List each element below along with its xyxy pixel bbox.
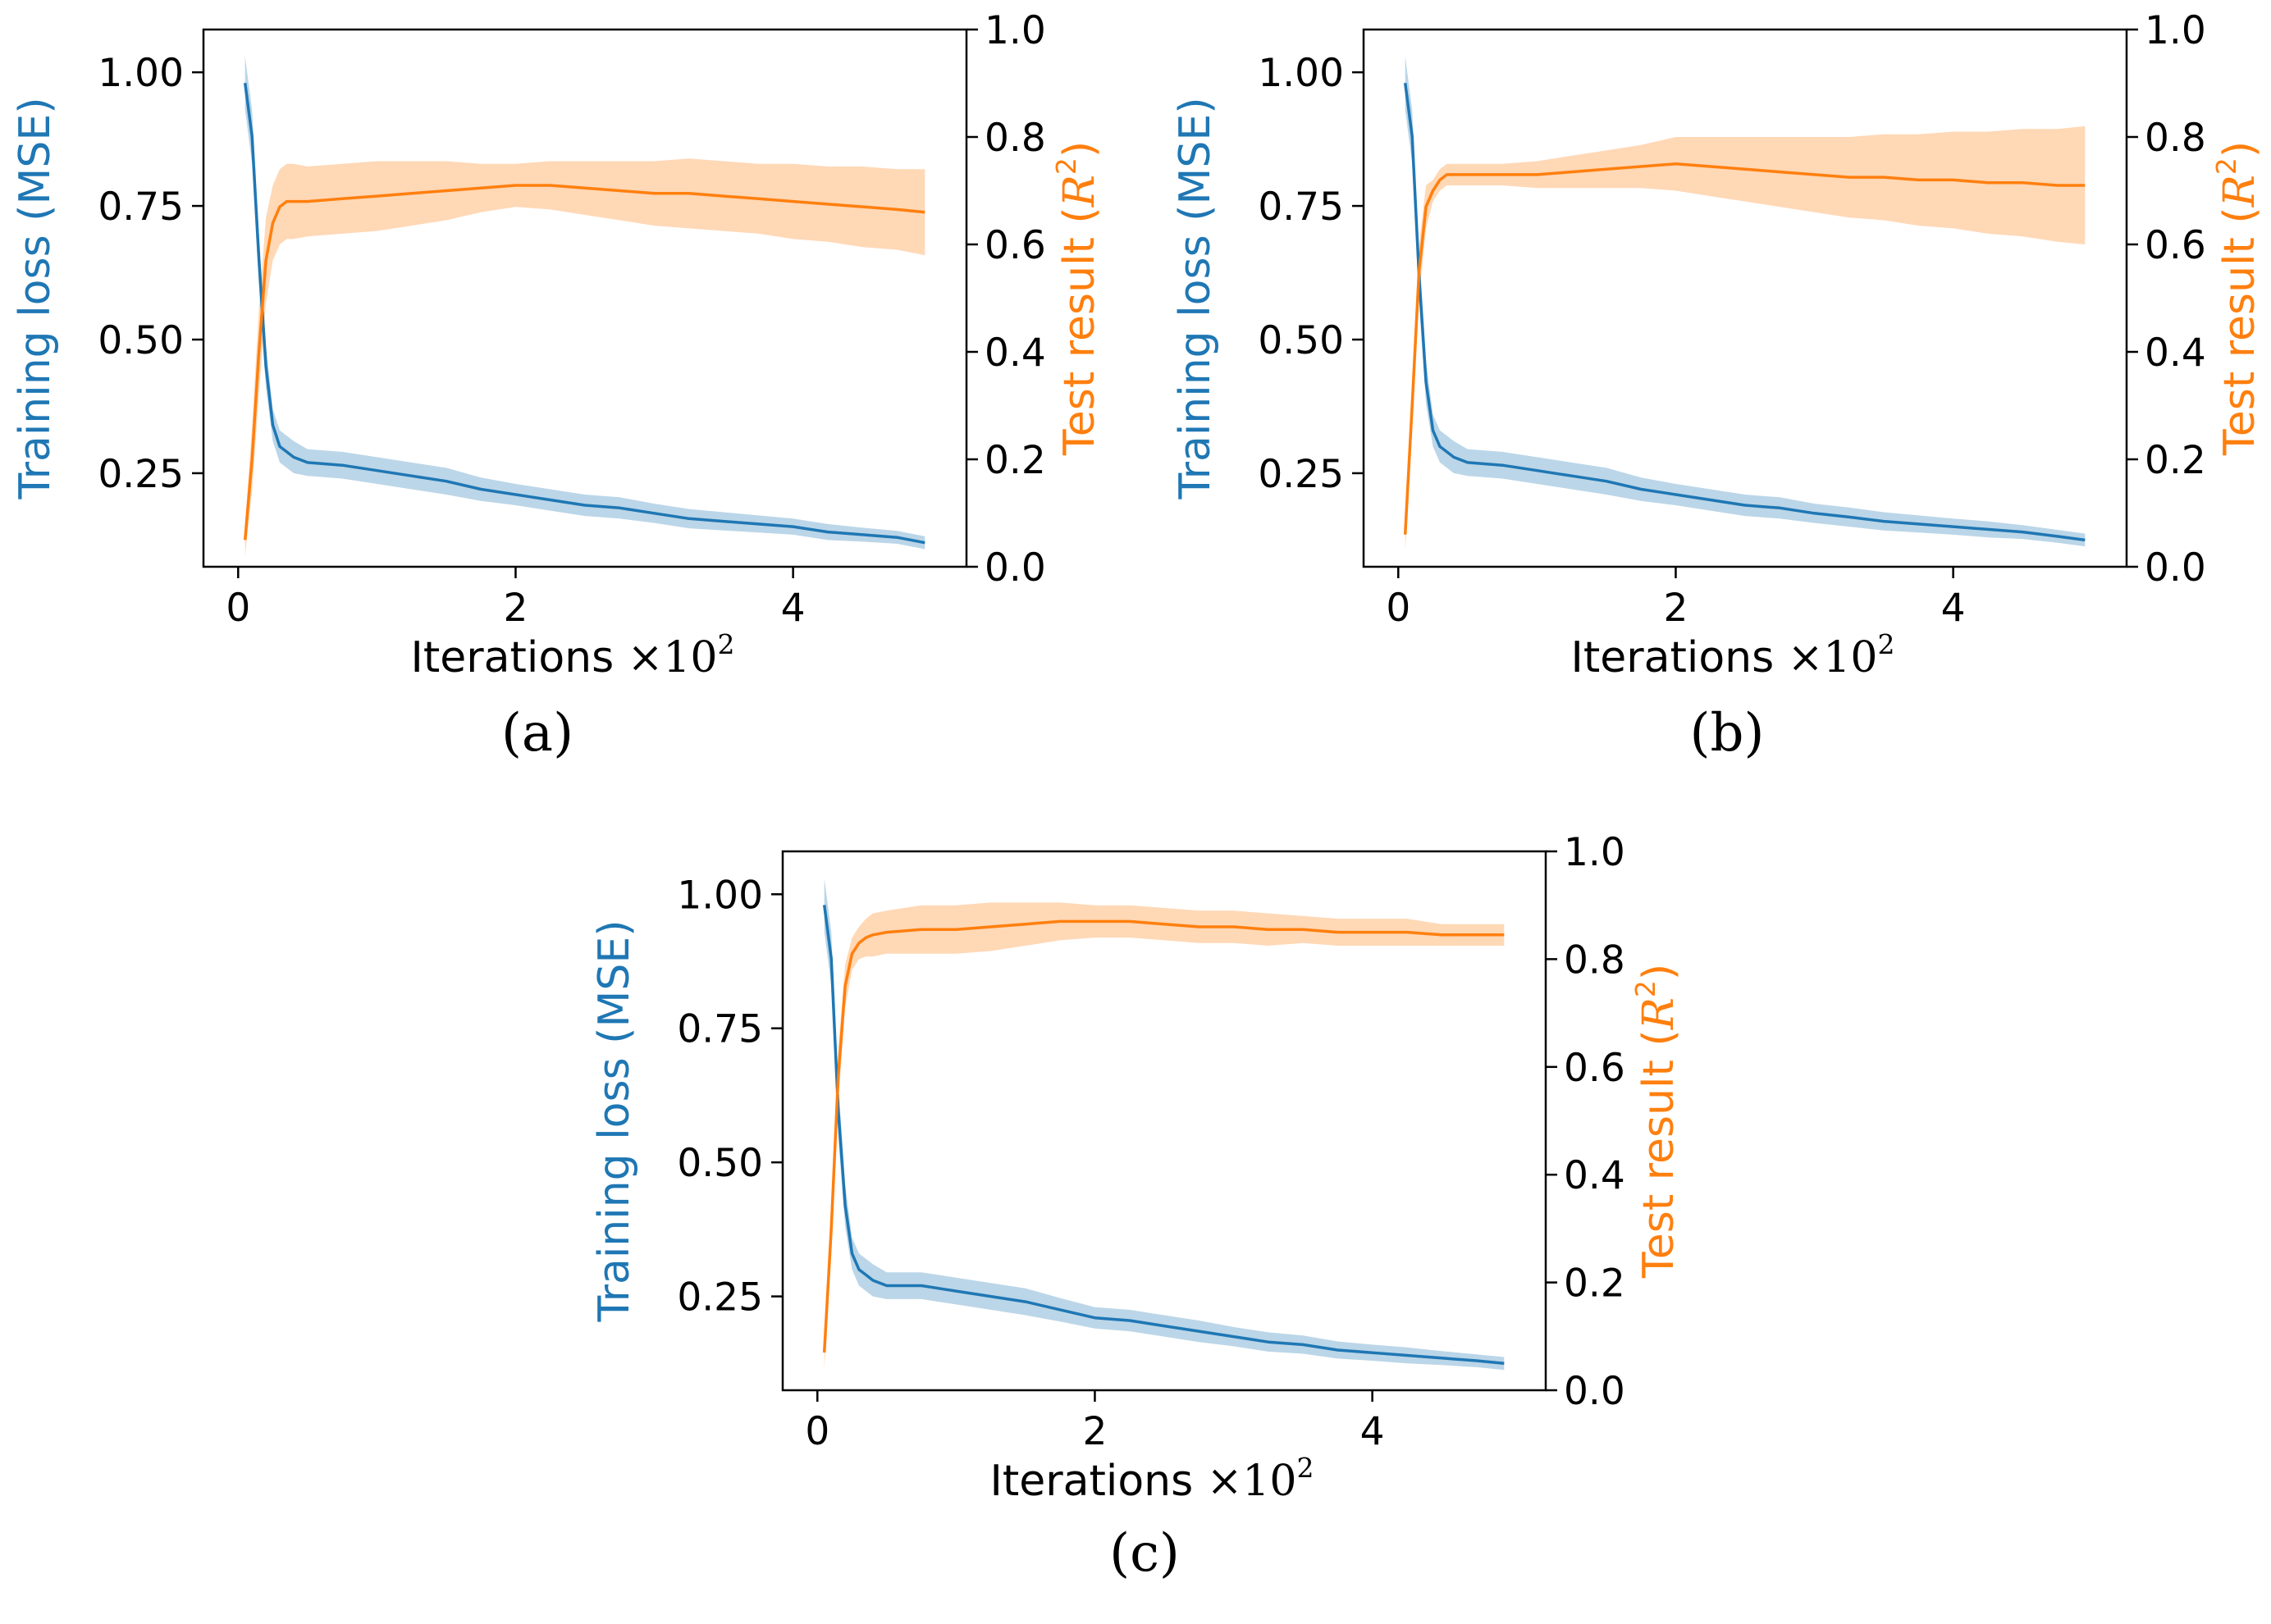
y-right-tick-label: 0.6 bbox=[985, 223, 1046, 268]
y-right-axis-label: Test result (R2) bbox=[1629, 964, 1684, 1279]
test-result-band bbox=[244, 158, 925, 556]
y-right-axis-label-close: ) bbox=[2215, 141, 2264, 157]
x-tick-label: 4 bbox=[781, 586, 806, 631]
test-result-line bbox=[243, 184, 925, 541]
y-right-axis-label-exponent: 2 bbox=[2210, 157, 2242, 175]
y-left-tick-label: 0.50 bbox=[1258, 318, 1344, 363]
test-result-band bbox=[824, 902, 1505, 1369]
y-right-tick-label: 0.4 bbox=[1564, 1153, 1625, 1198]
y-right-tick-label: 0.0 bbox=[1564, 1369, 1625, 1414]
chart-panel-3: 0 2 4 0.25 0.50 0.75 1.00 0.0 0.2 0.4 0.6 0.8 1.0 Ite… bbox=[590, 830, 1684, 1584]
y-right-tick-label: 0.6 bbox=[2145, 223, 2206, 268]
x-axis-label-multiplier: ×10 bbox=[1788, 633, 1878, 682]
y-left-tick-label: 0.50 bbox=[98, 318, 184, 363]
test-result-line bbox=[1403, 162, 2086, 535]
y-left-tick-label: 1.00 bbox=[677, 873, 763, 918]
y-right-tick-label: 1.0 bbox=[1564, 830, 1625, 875]
test-result-band bbox=[1405, 125, 2086, 551]
x-axis-label-exponent: 2 bbox=[1296, 1452, 1314, 1484]
y-right-axis-label-close: ) bbox=[1634, 964, 1684, 980]
y-right-tick-label: 1.0 bbox=[985, 8, 1046, 53]
x-tick-label: 2 bbox=[1083, 1409, 1108, 1454]
x-axis-label-multiplier: ×10 bbox=[628, 633, 718, 682]
y-right-axis-label: Test result (R2) bbox=[2210, 141, 2264, 456]
x-axis-label: Iterations ×102 bbox=[990, 1452, 1314, 1506]
x-axis-label-multiplier: ×10 bbox=[1207, 1457, 1297, 1506]
y-left-tick-label: 0.50 bbox=[677, 1141, 763, 1186]
x-tick-label: 4 bbox=[1360, 1409, 1385, 1454]
y-left-tick-label: 0.75 bbox=[98, 185, 184, 230]
x-tick-label: 0 bbox=[226, 586, 250, 631]
x-tick-label: 2 bbox=[504, 586, 528, 631]
training-loss-line bbox=[243, 82, 925, 545]
y-right-axis-label-exponent: 2 bbox=[1629, 980, 1661, 997]
test-result-line bbox=[822, 919, 1505, 1353]
y-right-axis-label-exponent: 2 bbox=[1050, 157, 1082, 175]
y-right-tick-label: 0.2 bbox=[985, 438, 1046, 483]
x-tick-label: 2 bbox=[1664, 586, 1688, 631]
y-left-axis-label: Training loss (MSE) bbox=[1171, 98, 1220, 500]
y-left-tick-label: 0.25 bbox=[98, 452, 184, 497]
y-right-tick-label: 0.2 bbox=[1564, 1261, 1625, 1307]
chart-panel-1: 0 2 4 0.25 0.50 0.75 1.00 0.0 0.2 0.4 0.6 0.8 1.0 Ite… bbox=[11, 8, 1104, 764]
x-axis-label-exponent: 2 bbox=[1877, 628, 1894, 660]
y-right-tick-label: 0.4 bbox=[985, 331, 1046, 376]
chart-panel-2: 0 2 4 0.25 0.50 0.75 1.00 0.0 0.2 0.4 0.6 0.8 1.0 Ite… bbox=[1171, 8, 2264, 764]
y-right-axis-label-text: Test result ( bbox=[1634, 1029, 1684, 1279]
y-right-axis-label-symbol: R bbox=[1634, 997, 1684, 1030]
plot-frame bbox=[202, 28, 968, 568]
x-axis-label-text: Iterations bbox=[1571, 633, 1788, 682]
y-right-axis-label-text: Test result ( bbox=[1055, 207, 1104, 456]
y-right-tick-label: 0.2 bbox=[2145, 438, 2206, 483]
y-right-axis-label-symbol: R bbox=[1055, 175, 1104, 208]
y-left-tick-label: 0.25 bbox=[677, 1275, 763, 1321]
y-right-tick-label: 0.0 bbox=[985, 545, 1046, 591]
y-right-tick-label: 0.8 bbox=[985, 116, 1046, 161]
x-axis-label: Iterations ×102 bbox=[1571, 628, 1895, 682]
panel-label: (a) bbox=[501, 703, 573, 764]
x-tick-label: 0 bbox=[805, 1409, 829, 1454]
y-left-tick-label: 1.00 bbox=[98, 51, 184, 96]
y-right-tick-label: 0.4 bbox=[2145, 331, 2206, 376]
x-tick-label: 4 bbox=[1941, 586, 1966, 631]
training-loss-line bbox=[822, 905, 1505, 1366]
y-left-tick-label: 0.75 bbox=[677, 1007, 763, 1052]
y-right-axis-label-text: Test result ( bbox=[2215, 207, 2264, 456]
x-axis-label-exponent: 2 bbox=[717, 628, 734, 660]
y-right-tick-label: 0.6 bbox=[1564, 1046, 1625, 1091]
training-loss-line bbox=[1403, 82, 2086, 542]
y-right-axis-label-close: ) bbox=[1055, 141, 1104, 157]
x-axis-label-text: Iterations bbox=[411, 633, 628, 682]
y-left-axis-label: Training loss (MSE) bbox=[11, 98, 60, 500]
y-right-axis-label: Test result (R2) bbox=[1050, 141, 1104, 456]
y-right-tick-label: 1.0 bbox=[2145, 8, 2206, 53]
y-left-tick-label: 0.75 bbox=[1258, 185, 1344, 230]
y-left-axis-label: Training loss (MSE) bbox=[590, 920, 639, 1323]
y-right-tick-label: 0.0 bbox=[2145, 545, 2206, 591]
panel-label: (b) bbox=[1690, 703, 1765, 764]
x-axis-label-text: Iterations bbox=[990, 1457, 1207, 1506]
panel-label: (c) bbox=[1109, 1523, 1180, 1584]
plot-frame bbox=[781, 850, 1547, 1392]
y-right-tick-label: 0.8 bbox=[1564, 937, 1625, 983]
x-axis-label: Iterations ×102 bbox=[411, 628, 735, 682]
y-right-tick-label: 0.8 bbox=[2145, 116, 2206, 161]
y-right-axis-label-symbol: R bbox=[2215, 175, 2264, 208]
y-left-tick-label: 1.00 bbox=[1258, 51, 1344, 96]
y-left-tick-label: 0.25 bbox=[1258, 452, 1344, 497]
plot-frame bbox=[1362, 28, 2128, 568]
x-tick-label: 0 bbox=[1386, 586, 1410, 631]
